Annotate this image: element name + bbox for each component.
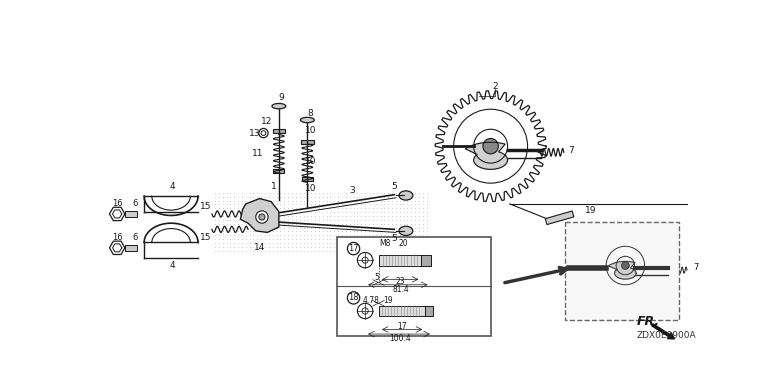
Text: 1: 1 [270, 182, 276, 192]
Text: 19: 19 [584, 205, 596, 215]
Bar [425, 306, 433, 316]
Text: 6: 6 [132, 199, 137, 208]
Text: 23: 23 [396, 277, 406, 286]
FancyArrow shape [652, 324, 674, 339]
Polygon shape [465, 142, 508, 169]
Bar [565, 222, 679, 320]
Text: 3: 3 [349, 186, 355, 195]
Text: 4: 4 [170, 182, 175, 192]
Text: 10: 10 [305, 157, 316, 166]
Text: 11: 11 [253, 149, 264, 158]
Text: 18: 18 [348, 293, 359, 302]
Bar [422, 255, 431, 265]
Text: 13: 13 [249, 129, 260, 137]
Bar [125, 245, 137, 251]
Text: 16: 16 [112, 199, 122, 208]
Circle shape [256, 211, 268, 223]
Ellipse shape [399, 226, 413, 235]
Text: 14: 14 [254, 243, 265, 252]
Text: 5: 5 [375, 273, 379, 282]
Text: 8: 8 [307, 109, 313, 118]
Ellipse shape [300, 117, 314, 123]
Text: 5: 5 [392, 182, 397, 191]
Bar [336, 237, 491, 336]
Bar [379, 306, 425, 316]
Text: 81.4: 81.4 [392, 285, 409, 294]
Text: 12: 12 [261, 117, 272, 126]
Text: ZDX0E0900A: ZDX0E0900A [637, 331, 697, 340]
Ellipse shape [272, 103, 286, 109]
Text: 15: 15 [200, 202, 211, 211]
Polygon shape [240, 199, 279, 232]
Text: 100.4: 100.4 [389, 334, 412, 343]
Text: 2: 2 [492, 82, 498, 91]
Circle shape [259, 214, 265, 220]
Bar [302, 177, 313, 181]
Text: 7: 7 [694, 263, 699, 271]
Circle shape [483, 139, 498, 154]
Text: 5: 5 [392, 234, 397, 243]
Text: 9: 9 [278, 93, 284, 102]
Text: 19: 19 [383, 296, 393, 305]
Text: 17: 17 [348, 244, 359, 253]
Bar [273, 169, 284, 173]
Text: 15: 15 [200, 233, 211, 242]
Polygon shape [608, 262, 636, 279]
Text: 10: 10 [305, 184, 316, 193]
Bar [301, 140, 313, 144]
Bar [125, 211, 137, 217]
Text: FR.: FR. [637, 315, 660, 328]
Text: 10: 10 [305, 126, 316, 135]
Text: 4: 4 [170, 261, 175, 270]
Text: 20: 20 [399, 239, 409, 248]
Text: 17: 17 [397, 322, 407, 331]
Ellipse shape [399, 191, 413, 200]
Text: 6: 6 [132, 233, 137, 242]
Bar [379, 255, 422, 265]
Text: 16: 16 [112, 233, 122, 242]
Text: 7: 7 [568, 146, 574, 154]
Bar [273, 129, 285, 133]
Text: 4.78: 4.78 [362, 296, 379, 305]
Circle shape [621, 262, 629, 270]
Text: M8: M8 [379, 239, 391, 248]
Polygon shape [545, 211, 574, 225]
